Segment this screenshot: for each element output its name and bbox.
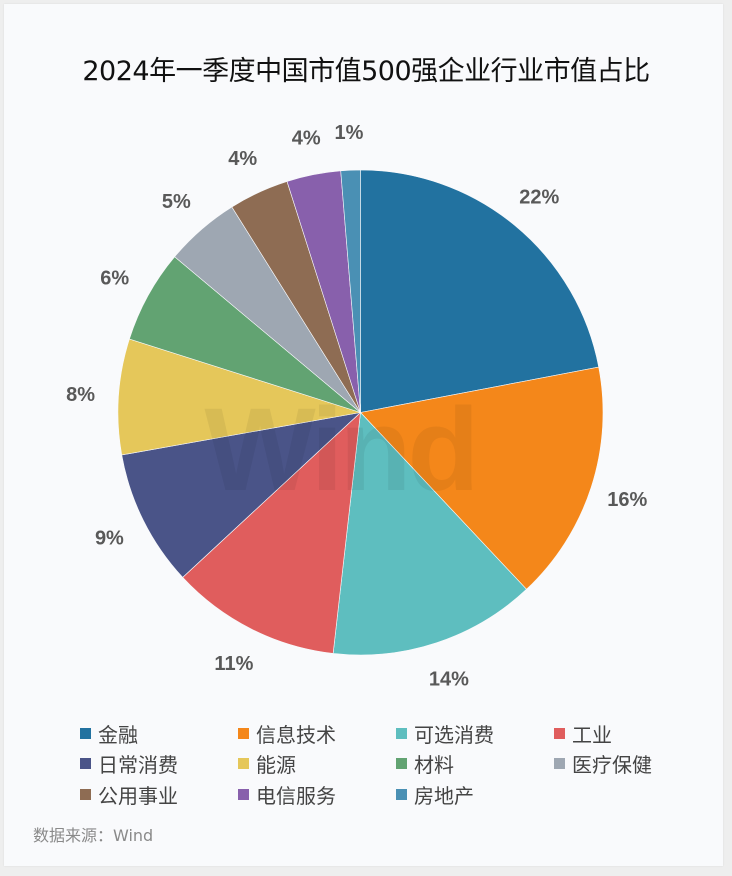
legend-item: 材料 (396, 749, 554, 780)
slice-percent-label: 8% (66, 384, 95, 406)
pie-slices (117, 169, 604, 656)
legend-label: 材料 (414, 753, 454, 778)
legend-swatch-icon (396, 727, 407, 739)
legend-swatch-icon (80, 758, 91, 770)
pie-slice (182, 411, 361, 654)
pie-slice (360, 169, 600, 413)
legend-label: 信息技术 (256, 722, 336, 747)
legend-item: 信息技术 (238, 718, 396, 749)
legend-label: 工业 (572, 722, 612, 747)
slice-percent-label: 5% (162, 191, 191, 213)
legend-label: 能源 (256, 753, 296, 778)
legend-swatch-icon (238, 788, 249, 800)
legend-item: 公用事业 (80, 779, 238, 810)
legend-swatch-icon (554, 758, 565, 770)
legend-item: 可选消费 (396, 718, 554, 749)
legend-item: 金融 (80, 718, 238, 749)
data-source: 数据来源：Wind (33, 826, 154, 845)
legend-label: 日常消费 (98, 753, 178, 778)
legend-label: 公用事业 (98, 783, 178, 808)
legend-item: 工业 (554, 718, 704, 749)
slice-percent-label: 14% (429, 669, 469, 691)
legend-label: 电信服务 (256, 783, 336, 808)
legend-swatch-icon (238, 758, 249, 770)
legend-swatch-icon (80, 727, 91, 739)
slice-percent-label: 11% (214, 653, 253, 675)
pie-slice (359, 366, 604, 590)
slice-percent-label: 4% (292, 127, 321, 149)
pie-labels: 22% 16% 14% 11% 9% 8% 6% 5% 4% 4% 1% (66, 122, 647, 691)
legend-swatch-icon (396, 758, 407, 770)
pie-slice (121, 412, 362, 578)
slice-percent-label: 16% (607, 489, 647, 511)
watermark: Wind (204, 384, 475, 516)
legend-label: 金融 (98, 722, 138, 747)
chart-legend: 金融 信息技术 可选消费 工业日常消费 能源 材料 医疗保健公用事业 电信服务 房地产 (80, 718, 700, 810)
slice-percent-label: 4% (228, 148, 257, 170)
legend-swatch-icon (238, 727, 249, 739)
legend-swatch-icon (554, 727, 565, 739)
legend-label: 医疗保健 (572, 753, 652, 778)
slice-percent-label: 9% (95, 528, 124, 550)
legend-item: 能源 (238, 749, 396, 780)
chart-title: 2024年一季度中国市值500强企业行业市值占比 (82, 56, 650, 87)
slice-percent-label: 1% (335, 122, 364, 144)
legend-swatch-icon (80, 788, 91, 800)
pie-slice (340, 169, 361, 413)
pie-slice (117, 338, 361, 456)
slice-percent-label: 22% (519, 186, 559, 208)
slice-percent-label: 6% (100, 267, 129, 289)
pie-slice (332, 411, 527, 656)
legend-item: 日常消费 (80, 749, 238, 780)
legend-label: 可选消费 (414, 722, 494, 747)
legend-label: 房地产 (414, 783, 474, 808)
legend-item: 医疗保健 (554, 749, 704, 780)
legend-item: 电信服务 (238, 779, 396, 810)
legend-swatch-icon (396, 788, 407, 800)
legend-item: 房地产 (396, 779, 554, 810)
